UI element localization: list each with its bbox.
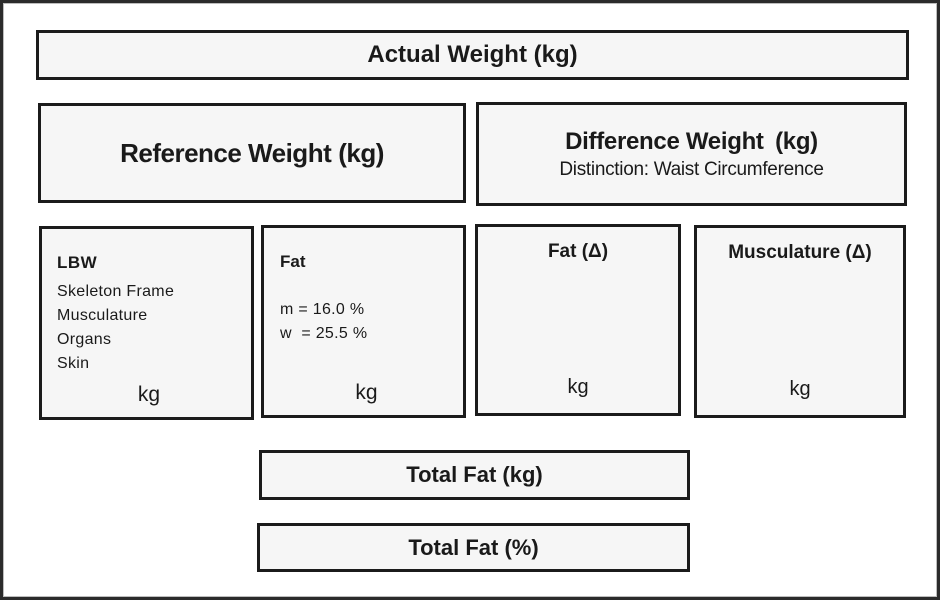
musculature-delta-kg-label: kg	[789, 378, 811, 400]
actual-weight-title: Actual Weight (kg)	[367, 41, 578, 68]
lbw-box: LBW Skeleton Frame Musculature Organs Sk…	[39, 226, 254, 420]
reference-weight-unit: (kg)	[338, 137, 384, 168]
fat-line-men: m = 16.0 %	[280, 301, 365, 318]
actual-weight-box: Actual Weight (kg)	[36, 30, 909, 80]
lbw-item-skeleton-frame: Skeleton Frame	[57, 283, 175, 300]
lbw-item-organs: Organs	[57, 331, 112, 348]
total-fat-kg-box: Total Fat (kg)	[259, 450, 690, 500]
total-fat-kg-title: Total Fat (kg)	[406, 462, 543, 487]
reference-weight-title: Reference Weight	[120, 137, 332, 168]
fat-delta-kg-label: kg	[567, 376, 589, 398]
fat-percentages: m = 16.0 % w = 25.5 %	[280, 298, 453, 346]
reference-weight-box: Reference Weight (kg)	[38, 103, 466, 203]
fat-kg-label: kg	[355, 381, 378, 404]
musculature-delta-title: Musculature (Δ)	[728, 242, 872, 263]
lbw-item-skin: Skin	[57, 355, 90, 372]
lbw-item-musculature: Musculature	[57, 307, 148, 324]
total-fat-pct-title: Total Fat (%)	[408, 534, 539, 560]
difference-weight-unit: (kg)	[775, 127, 818, 155]
fat-line-women: w = 25.5 %	[280, 325, 368, 342]
lbw-title: LBW	[57, 253, 98, 272]
fat-delta-box: Fat (Δ) kg	[475, 224, 681, 416]
difference-weight-title: Difference Weight	[565, 127, 764, 155]
difference-weight-subtitle: Distinction: Waist Circumference	[559, 158, 824, 180]
fat-title: Fat	[280, 252, 306, 271]
fat-box: Fat m = 16.0 % w = 25.5 % kg	[261, 225, 466, 418]
lbw-kg-label: kg	[137, 383, 161, 406]
difference-weight-box: Difference Weight (kg) Distinction: Wais…	[476, 102, 907, 206]
difference-weight-title-row: Difference Weight (kg)	[565, 128, 818, 156]
total-fat-pct-box: Total Fat (%)	[257, 523, 690, 572]
fat-delta-title: Fat (Δ)	[547, 241, 609, 262]
musculature-delta-box: Musculature (Δ) kg	[694, 225, 906, 418]
